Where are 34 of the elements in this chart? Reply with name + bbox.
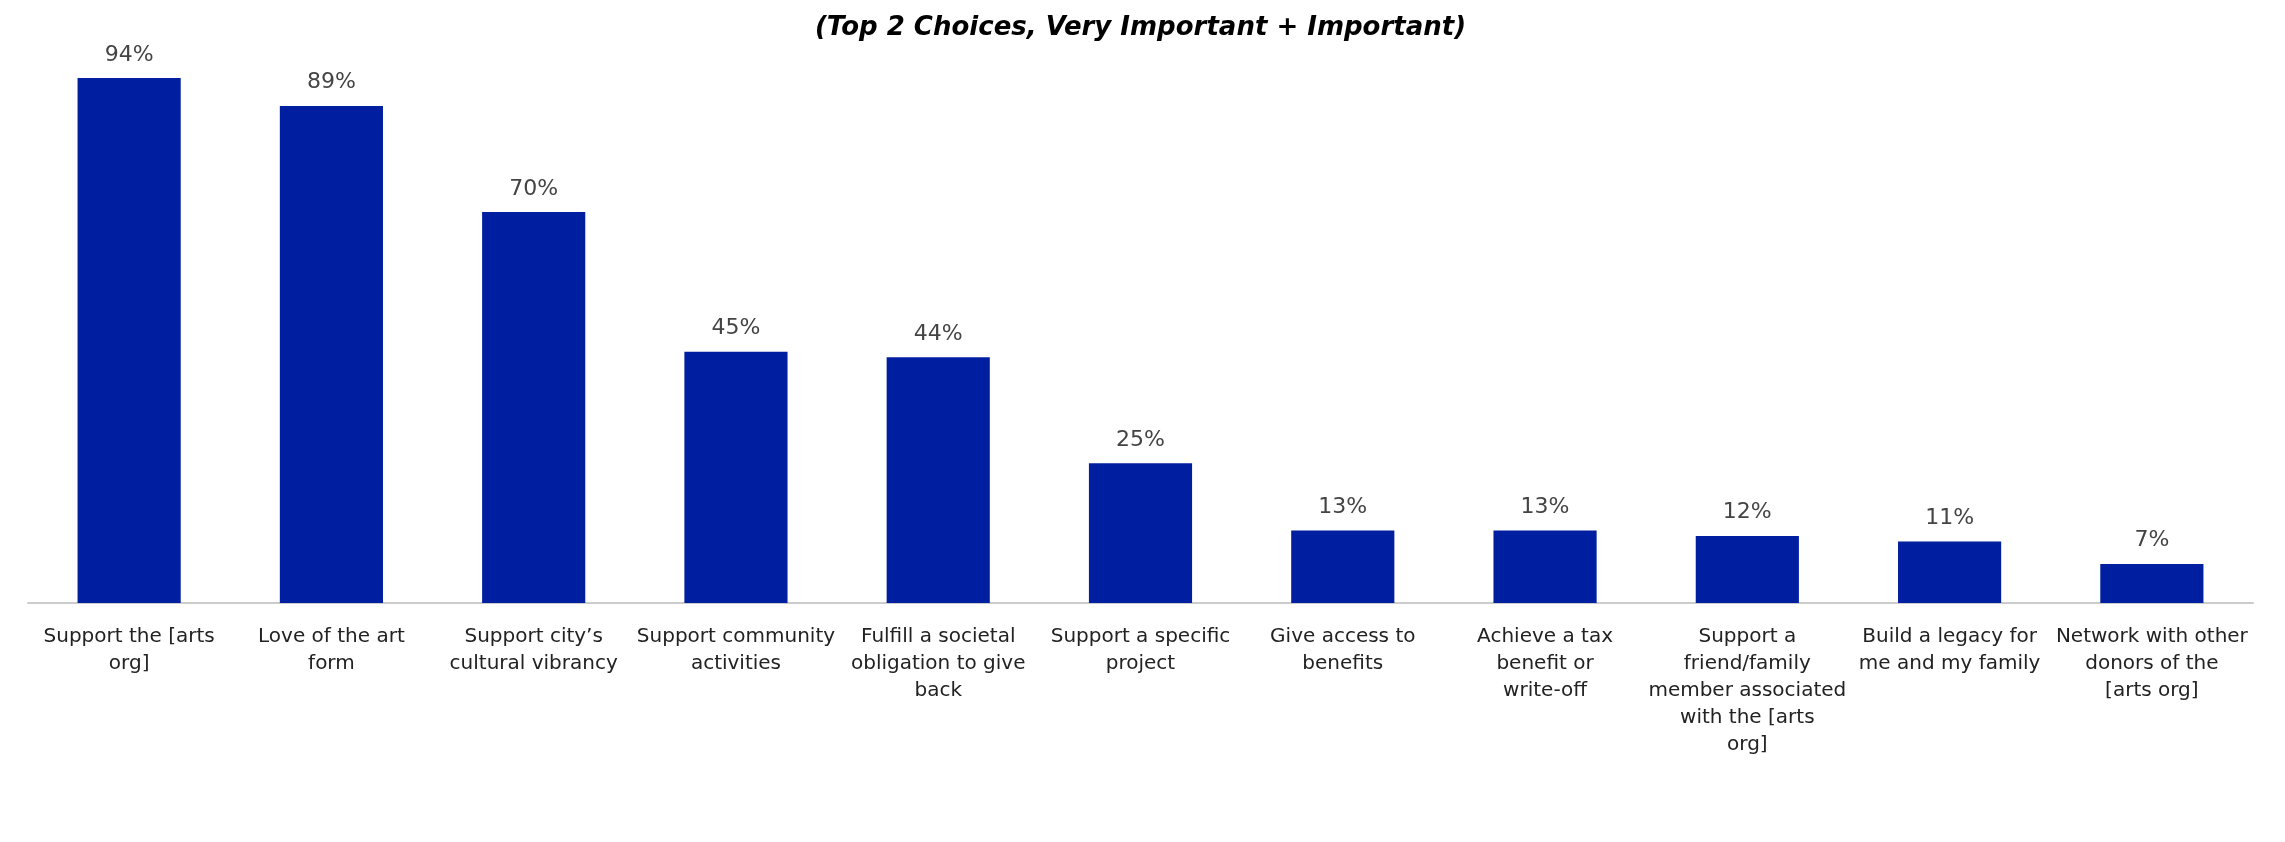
x-tick-label: Support a specific project [1050, 622, 1231, 674]
x-tick-label: Fulfill a societal obligation to give back [850, 622, 1026, 701]
bar [1088, 463, 1193, 603]
x-tick-label: Love of the art form [258, 622, 405, 674]
data-label: 94% [104, 40, 154, 66]
data-label: 12% [1722, 498, 1772, 524]
x-tick-label: Achieve a tax benefit or write-off [1477, 622, 1614, 701]
bar [482, 212, 586, 603]
data-label: 13% [1318, 492, 1368, 518]
bar [886, 357, 990, 603]
data-label: 44% [913, 319, 963, 345]
x-tick-label: Support city’s cultural vibrancy [449, 622, 618, 674]
bar [1898, 541, 2002, 603]
bar [1695, 535, 1799, 603]
bar [279, 105, 383, 603]
data-label: 89% [306, 68, 356, 94]
x-tick-label: Build a legacy for me and my family [1858, 622, 2041, 674]
bar [1291, 530, 1395, 603]
data-label: 11% [1925, 504, 1975, 530]
x-tick-label: Support the [arts org] [43, 622, 215, 674]
bar [1493, 530, 1597, 603]
data-label: 25% [1116, 425, 1165, 451]
data-label: 7% [2134, 526, 2170, 552]
data-label: 13% [1520, 492, 1570, 518]
bar [684, 351, 788, 603]
chart-subtitle: (Top 2 Choices, Very Important + Important) [814, 11, 1467, 41]
x-tick-label: Give access to benefits [1270, 622, 1416, 674]
x-tick-label: Support a friend/family member associated with the [arts org] [1648, 622, 1847, 755]
data-label: 70% [509, 174, 559, 200]
bar [77, 78, 181, 603]
bar [2100, 563, 2204, 603]
x-tick-label: Network with other donors of the [arts org] [2055, 622, 2249, 701]
x-tick-label: Support community activities [636, 622, 836, 674]
data-label: 45% [711, 314, 761, 340]
